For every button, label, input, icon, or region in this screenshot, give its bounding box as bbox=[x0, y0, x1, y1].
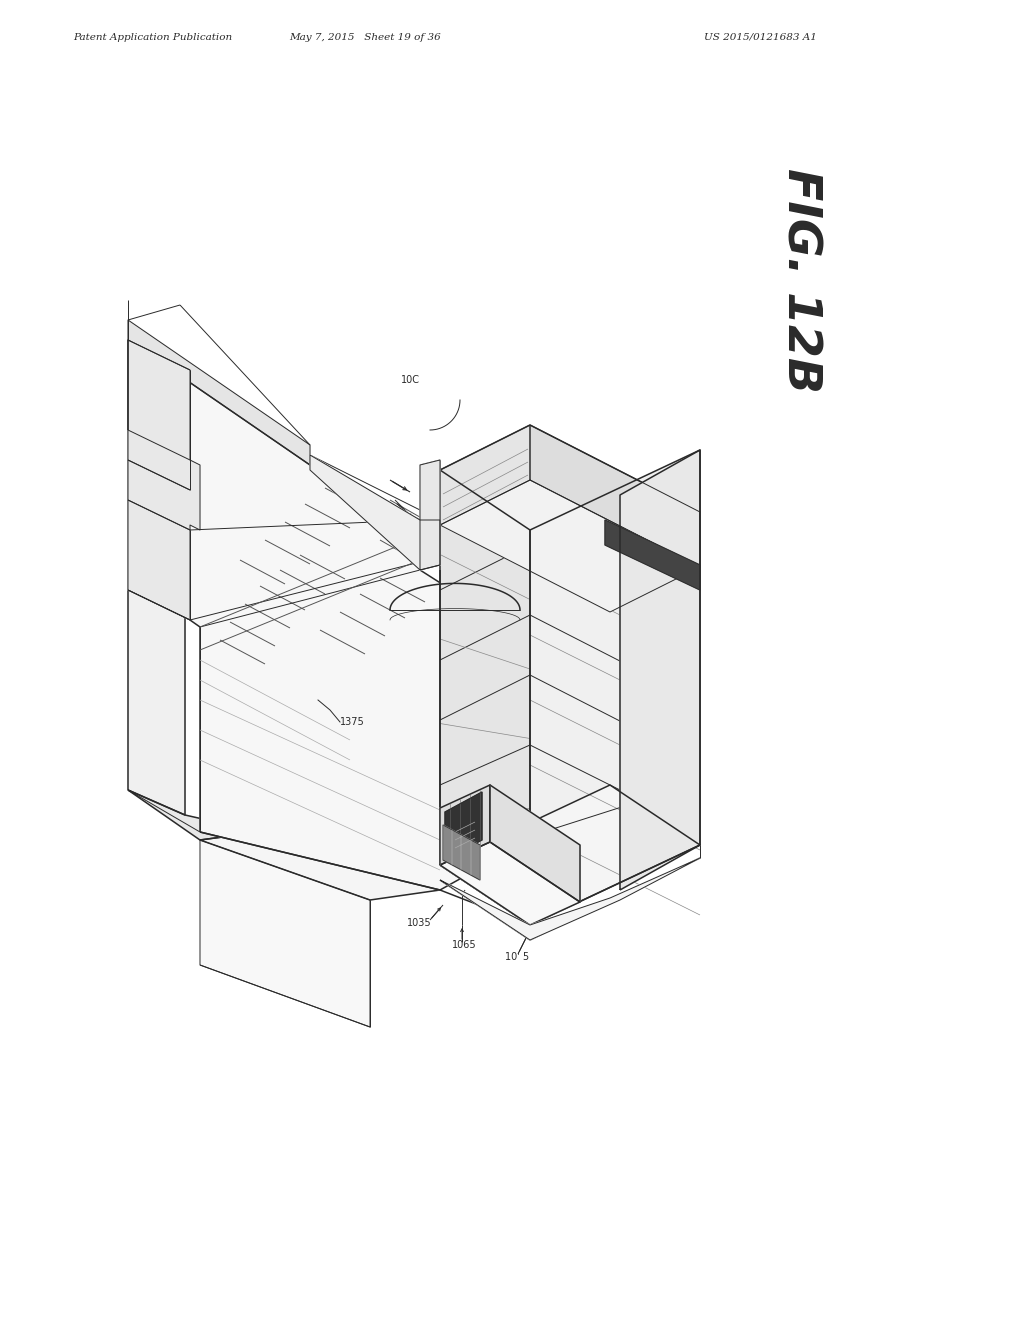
Polygon shape bbox=[439, 858, 699, 940]
Text: May 7, 2015   Sheet 19 of 36: May 7, 2015 Sheet 19 of 36 bbox=[288, 33, 440, 41]
Polygon shape bbox=[439, 785, 699, 925]
Polygon shape bbox=[442, 825, 480, 880]
Text: US 2015/0121683 A1: US 2015/0121683 A1 bbox=[703, 33, 815, 41]
Polygon shape bbox=[439, 470, 530, 925]
Polygon shape bbox=[439, 785, 489, 865]
Polygon shape bbox=[420, 459, 439, 570]
Polygon shape bbox=[439, 425, 530, 525]
Text: FIG. 12B: FIG. 12B bbox=[776, 168, 821, 392]
Polygon shape bbox=[620, 450, 699, 890]
Polygon shape bbox=[127, 341, 184, 814]
Text: 1375: 1375 bbox=[339, 717, 365, 727]
Text: 1035: 1035 bbox=[407, 917, 431, 928]
Polygon shape bbox=[127, 789, 260, 840]
Polygon shape bbox=[439, 480, 699, 612]
Polygon shape bbox=[127, 319, 310, 465]
Text: 1065: 1065 bbox=[451, 940, 476, 950]
Polygon shape bbox=[127, 341, 530, 890]
Text: 10C: 10C bbox=[400, 375, 419, 385]
Polygon shape bbox=[310, 455, 439, 570]
Polygon shape bbox=[200, 840, 370, 1027]
Polygon shape bbox=[530, 450, 699, 925]
Polygon shape bbox=[530, 425, 699, 568]
Polygon shape bbox=[604, 520, 699, 590]
Polygon shape bbox=[444, 792, 482, 861]
Text: 10' 5: 10' 5 bbox=[504, 952, 529, 962]
Polygon shape bbox=[439, 842, 580, 925]
Text: Patent Application Publication: Patent Application Publication bbox=[73, 33, 232, 41]
Polygon shape bbox=[489, 785, 580, 902]
Polygon shape bbox=[200, 832, 439, 900]
Polygon shape bbox=[127, 341, 200, 620]
